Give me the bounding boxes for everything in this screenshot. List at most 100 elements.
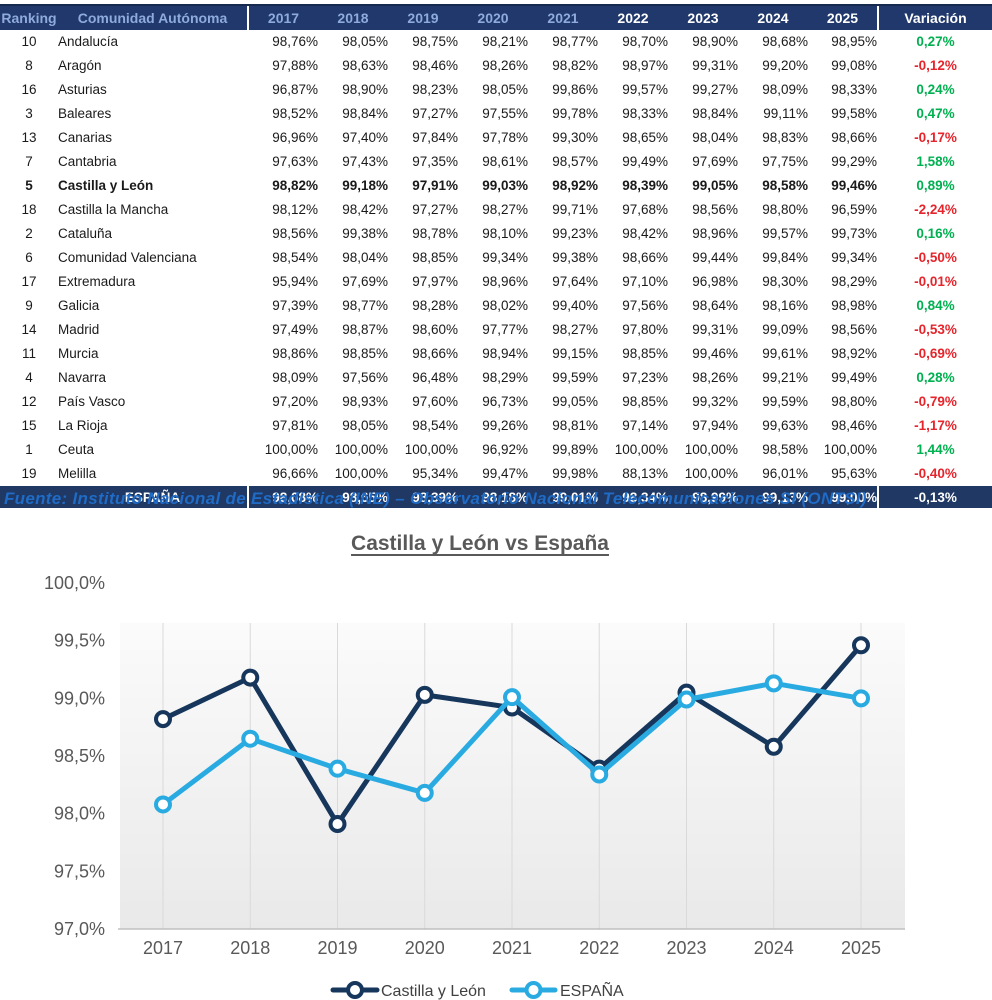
value-cell-2021: 99,30% (528, 125, 598, 150)
ranking-cell: 1 (0, 437, 58, 462)
value-cell-2024: 98,30% (738, 269, 808, 294)
x-tick-label: 2022 (579, 938, 619, 958)
table-row-melilla: 19 Melilla 96,66% 100,00% 95,34% 99,47% 99,98%… (0, 461, 992, 486)
value-cell-2020: 99,34% (458, 245, 528, 270)
variation-cell: -0,79% (877, 389, 992, 414)
value-cell-2022: 98,66% (598, 245, 668, 270)
comunidad-cell: La Rioja (58, 413, 248, 438)
legend-label: ESPAÑA (560, 980, 624, 1000)
table-row-galicia: 9 Galicia 97,39% 98,77% 98,28% 98,02% 99,40% 97… (0, 293, 992, 318)
value-cell-2021: 99,89% (528, 437, 598, 462)
variation-cell: -0,12% (877, 53, 992, 78)
comunidad-cell: Cantabria (58, 149, 248, 174)
legend-marker (524, 981, 543, 999)
value-cell-2023: 98,90% (668, 30, 738, 54)
table-row-país-vasco: 12 País Vasco 97,20% 98,93% 97,60% 96,73% 99,0… (0, 389, 992, 414)
value-cell-2018: 98,84% (318, 101, 388, 126)
value-cell-2022: 100,00% (598, 437, 668, 462)
value-cell-2020: 98,61% (458, 149, 528, 174)
value-cell-2023: 100,00% (668, 437, 738, 462)
variation-cell: -2,24% (877, 197, 992, 222)
value-cell-2025: 95,63% (808, 461, 878, 486)
footer-value-cell-2020: 98,18% (458, 485, 528, 508)
data-point (154, 795, 172, 814)
value-cell-2025: 98,95% (808, 30, 878, 54)
legend-label: Castilla y León (381, 983, 486, 1000)
value-cell-2023: 99,31% (668, 53, 738, 78)
value-cell-2023: 99,32% (668, 389, 738, 414)
ranking-cell: 9 (0, 293, 58, 318)
value-cell-2025: 99,29% (808, 149, 878, 174)
x-tick-label: 2017 (143, 938, 183, 958)
value-cell-2018: 98,42% (318, 197, 388, 222)
value-cell-2025: 98,33% (808, 77, 878, 102)
value-cell-2024: 99,84% (738, 245, 808, 270)
value-cell-2022: 97,23% (598, 365, 668, 390)
ranking-cell: 12 (0, 389, 58, 414)
legend-marker (346, 981, 364, 999)
value-cell-2019: 98,75% (388, 30, 458, 54)
data-point (328, 815, 347, 834)
value-cell-2025: 98,56% (808, 317, 878, 342)
value-cell-2025: 98,98% (808, 293, 878, 318)
value-cell-2025: 98,46% (808, 413, 878, 438)
header-comunidad: Comunidad Autónoma (58, 4, 248, 30)
value-cell-2024: 99,61% (738, 341, 808, 366)
value-cell-2022: 97,80% (598, 317, 668, 342)
value-cell-2024: 98,83% (738, 125, 808, 150)
value-cell-2022: 97,56% (598, 293, 668, 318)
table-header-row: Ranking Comunidad Autónoma 2017 2018 2019 202… (0, 4, 992, 30)
variation-cell: 1,58% (877, 149, 992, 174)
data-point (852, 636, 870, 655)
value-cell-2024: 98,09% (738, 77, 808, 102)
comunidad-cell: Castilla la Mancha (58, 197, 248, 222)
table-row-extremadura: 17 Extremadura 95,94% 97,69% 97,97% 98,96% 97,… (0, 269, 992, 294)
value-cell-2024: 99,63% (738, 413, 808, 438)
value-cell-2017: 97,88% (247, 53, 318, 78)
value-cell-2020: 98,94% (458, 341, 528, 366)
y-tick-label: 99,0% (54, 688, 105, 708)
variation-cell: 0,27% (877, 30, 992, 54)
value-cell-2019: 95,34% (388, 461, 458, 486)
value-cell-2022: 98,33% (598, 101, 668, 126)
header-year-2021: 2021 (528, 4, 598, 30)
data-point (677, 690, 696, 709)
value-cell-2021: 99,98% (528, 461, 598, 486)
ranking-cell: 11 (0, 341, 58, 366)
regions-table: Ranking Comunidad Autónoma 2017 2018 2019 202… (0, 4, 992, 508)
value-cell-2019: 98,54% (388, 413, 458, 438)
value-cell-2025: 99,49% (808, 365, 878, 390)
table-row-canarias: 13 Canarias 96,96% 97,40% 97,84% 97,78% 99,30%… (0, 125, 992, 150)
variation-cell: -0,17% (877, 125, 992, 150)
value-cell-2022: 98,70% (598, 30, 668, 54)
x-axis-labels: 2017 2018 2019 2020 2021 2022 2023 2024 2025 (143, 938, 881, 958)
ranking-cell: 17 (0, 269, 58, 294)
x-tick-label: 2020 (405, 938, 445, 958)
x-tick-label: 2024 (754, 938, 794, 958)
header-year-2024: 2024 (738, 4, 808, 30)
comunidad-cell: Comunidad Valenciana (58, 245, 248, 270)
value-cell-2017: 97,39% (247, 293, 318, 318)
comunidad-cell: Cataluña (58, 221, 248, 246)
x-tick-label: 2021 (492, 938, 532, 958)
table-row-comunidad-valenciana: 6 Comunidad Valenciana 98,54% 98,04% 98,85% 9… (0, 245, 992, 270)
comunidad-cell: Madrid (58, 317, 248, 342)
value-cell-2025: 96,59% (808, 197, 878, 222)
value-cell-2020: 98,96% (458, 269, 528, 294)
table-row-aragón: 8 Aragón 97,88% 98,63% 98,46% 98,26% 98,82% 98,… (0, 53, 992, 78)
variation-cell: 0,84% (877, 293, 992, 318)
value-cell-2020: 96,73% (458, 389, 528, 414)
header-year-2025: 2025 (808, 4, 878, 30)
value-cell-2021: 99,59% (528, 365, 598, 390)
ranking-cell: 13 (0, 125, 58, 150)
footer-espana-label: ESPAÑA (58, 485, 248, 508)
value-cell-2021: 98,82% (528, 53, 598, 78)
footer-variation-cell: -0,13% (877, 485, 992, 508)
value-cell-2018: 97,69% (318, 269, 388, 294)
ranking-cell: 19 (0, 461, 58, 486)
comunidad-cell: Aragón (58, 53, 248, 78)
table-row-castilla-la-mancha: 18 Castilla la Mancha 98,12% 98,42% 97,27% 98… (0, 197, 992, 222)
value-cell-2023: 99,31% (668, 317, 738, 342)
footer-value-cell-2017: 98,08% (247, 485, 318, 508)
value-cell-2021: 98,57% (528, 149, 598, 174)
